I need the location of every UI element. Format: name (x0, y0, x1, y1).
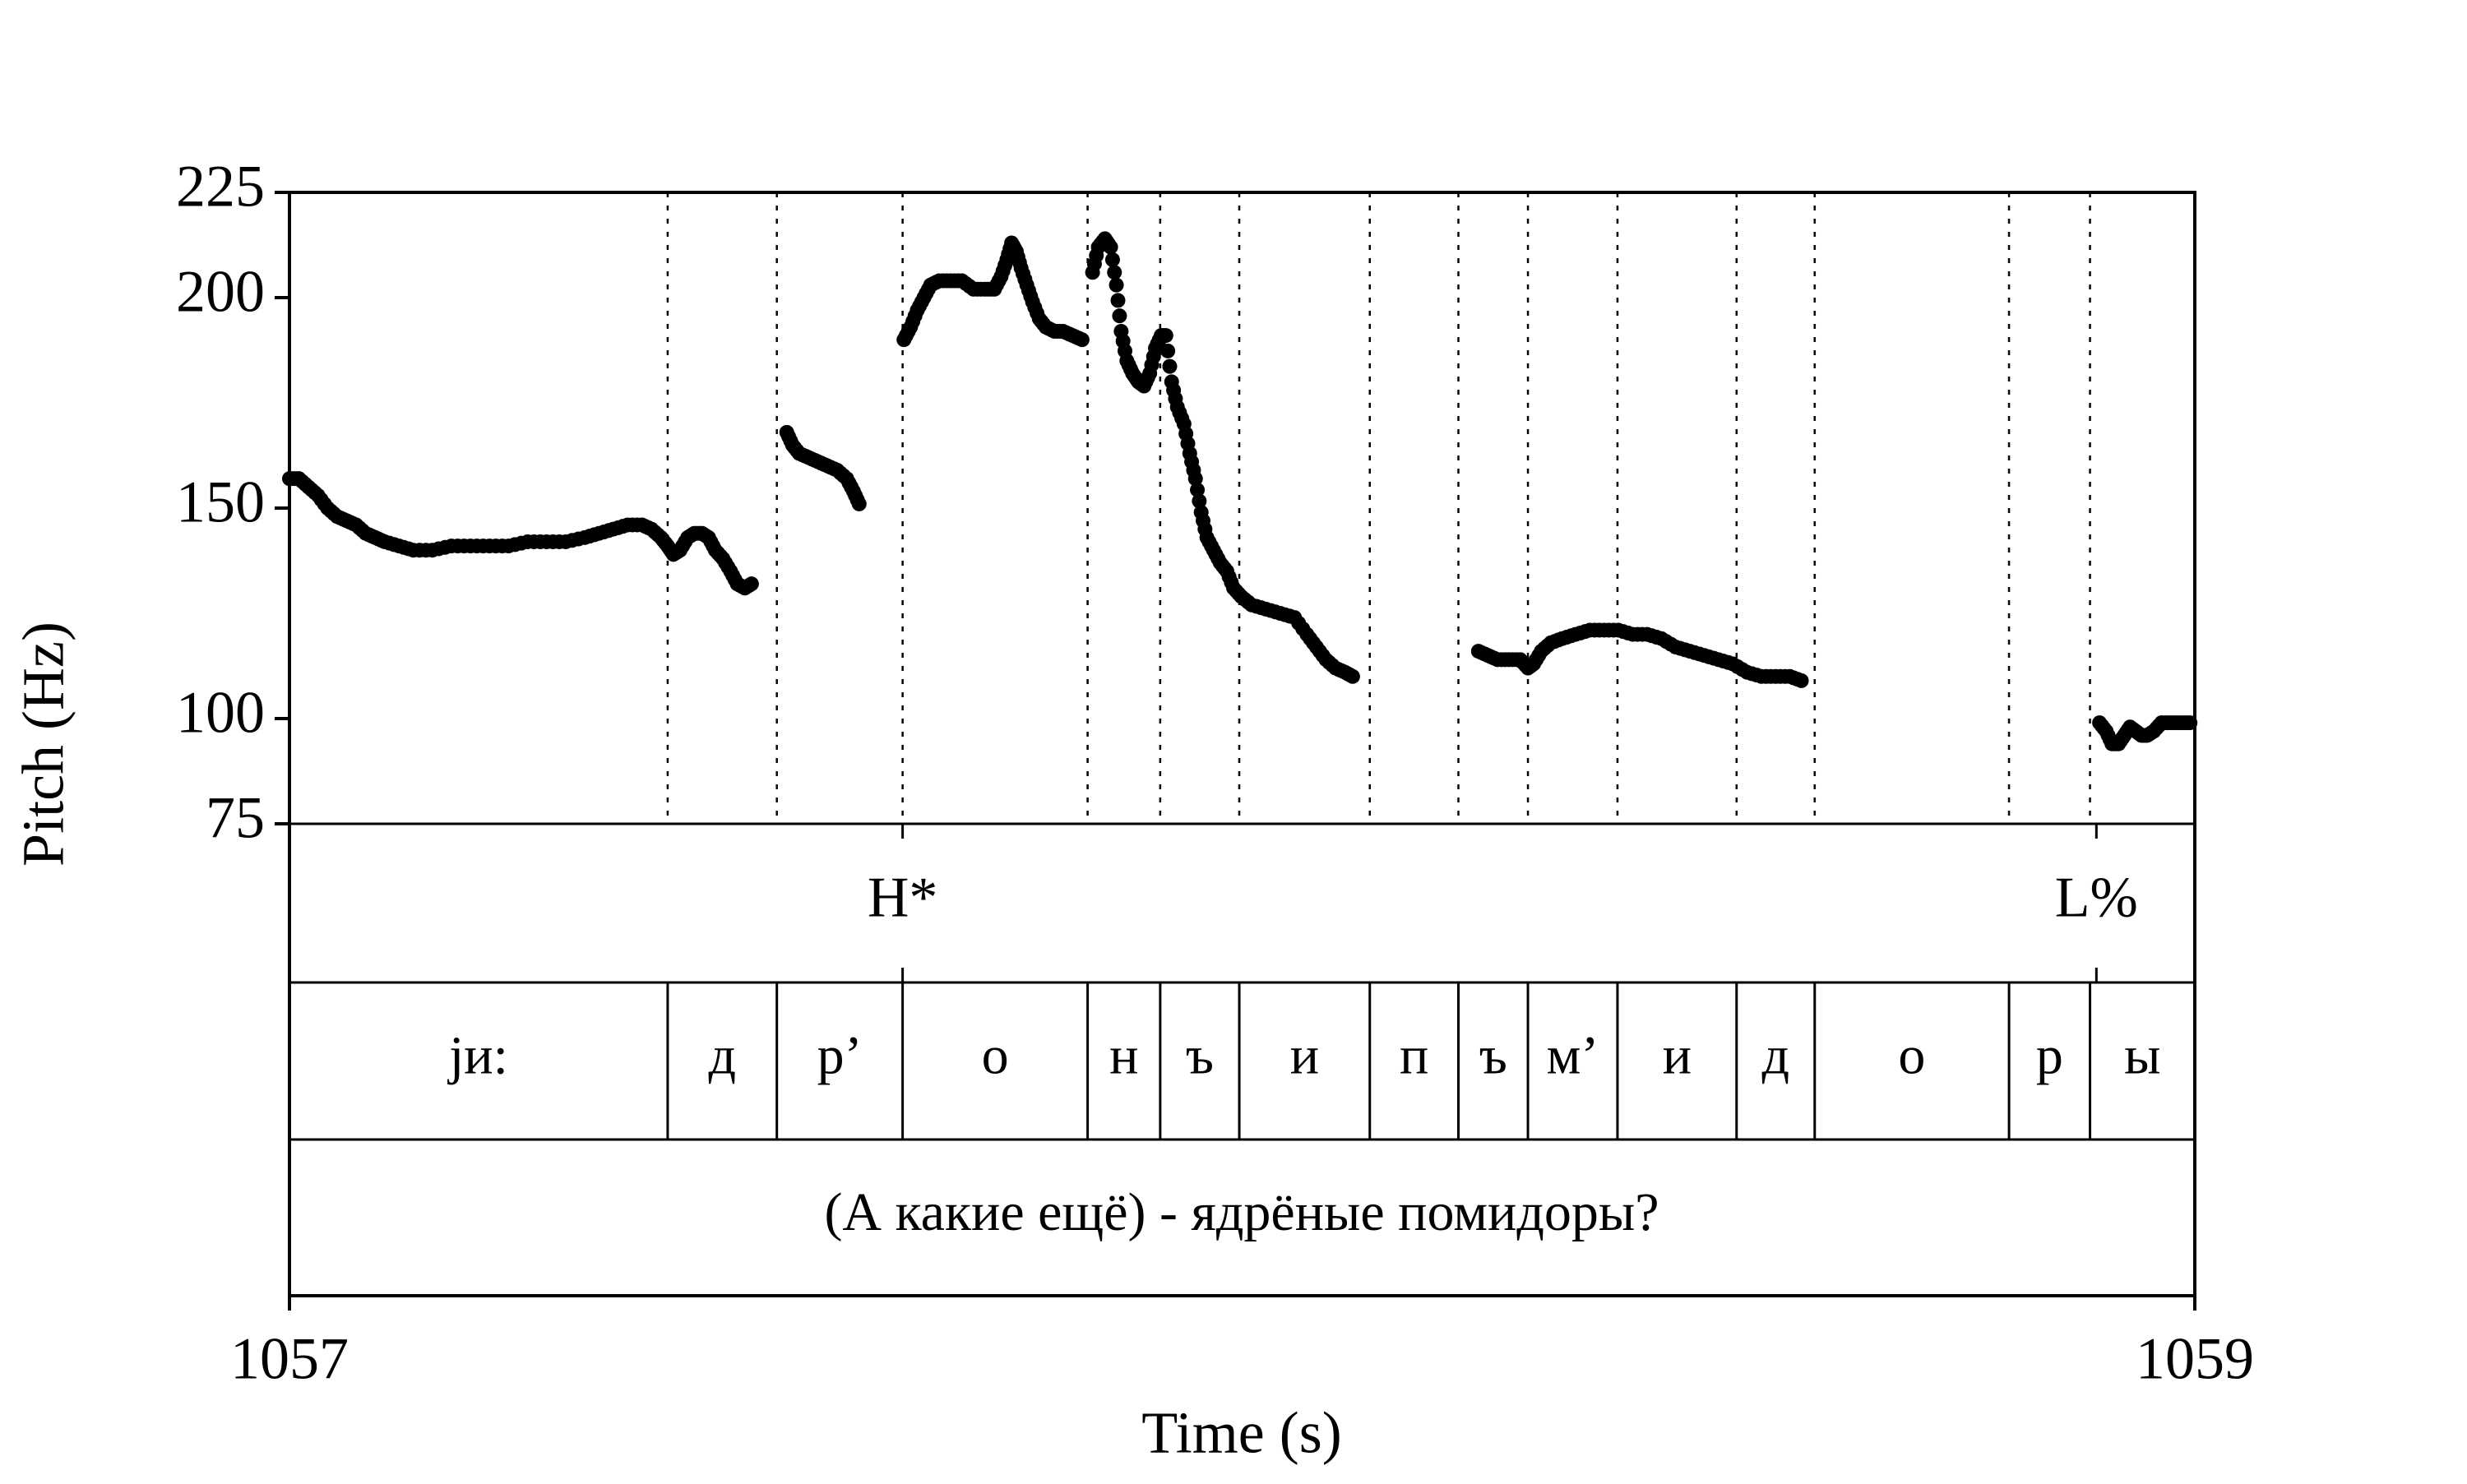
pitch-point (1192, 493, 1207, 509)
sentence-label: (А какие ещё) - ядрёные помидоры? (824, 1182, 1659, 1242)
segment-label: о (982, 1026, 1009, 1086)
pitch-point (1112, 308, 1127, 324)
segment-label: н (1109, 1026, 1138, 1086)
segment-label: р (2036, 1026, 2063, 1086)
tone-tier: H* L% (868, 824, 2138, 982)
x-axis-label: Time (s) (1141, 1400, 1341, 1466)
pitch-point (1109, 277, 1124, 293)
tone-label: L% (2055, 867, 2138, 930)
y-tick-label: 200 (176, 259, 265, 325)
y-tick-label: 75 (206, 785, 265, 851)
tone-label: H* (868, 867, 938, 930)
pitch-point (1103, 239, 1118, 255)
y-tick-label: 150 (176, 469, 265, 535)
x-tick-label-end: 1059 (2136, 1326, 2254, 1392)
plot-frame (288, 191, 2196, 1297)
pitch-point (851, 496, 867, 511)
segment-label: и (1290, 1026, 1319, 1086)
segment-tier: jи: д р’ о н ъ и п ъ м’ и д о р ы (447, 1026, 2160, 1086)
pitch-point (1158, 328, 1173, 344)
x-tick-label-start: 1057 (230, 1326, 349, 1392)
y-tick-label: 100 (176, 680, 265, 746)
y-axis-label: Pitch (Hz) (11, 622, 76, 867)
y-tick-label: 225 (176, 154, 265, 220)
pitch-point (1190, 482, 1206, 497)
pitch-point (1162, 358, 1178, 374)
segment-label: jи: (447, 1026, 508, 1086)
segment-label: д (709, 1026, 737, 1086)
segment-label: м’ (1547, 1026, 1599, 1086)
segment-label: и (1663, 1026, 1692, 1086)
segment-label: п (1400, 1026, 1428, 1086)
pitch-point (1160, 343, 1176, 358)
segment-label: о (1898, 1026, 1925, 1086)
pitch-point (1104, 252, 1120, 267)
segment-label: ъ (1186, 1026, 1214, 1086)
pitch-track (282, 231, 2198, 751)
segment-label: р’ (817, 1026, 863, 1086)
pitch-point (1110, 293, 1126, 308)
pitch-point (1107, 265, 1122, 280)
segment-label: д (1761, 1026, 1789, 1086)
pitch-point (1794, 673, 1809, 688)
y-axis: 225 200 150 100 75 (176, 154, 289, 851)
pitch-point (1345, 668, 1360, 684)
pitch-point (743, 576, 759, 592)
segment-label: ъ (1479, 1026, 1507, 1086)
segment-label: ы (2124, 1026, 2160, 1086)
pitch-point (1074, 332, 1090, 348)
pitch-point (1187, 471, 1203, 487)
